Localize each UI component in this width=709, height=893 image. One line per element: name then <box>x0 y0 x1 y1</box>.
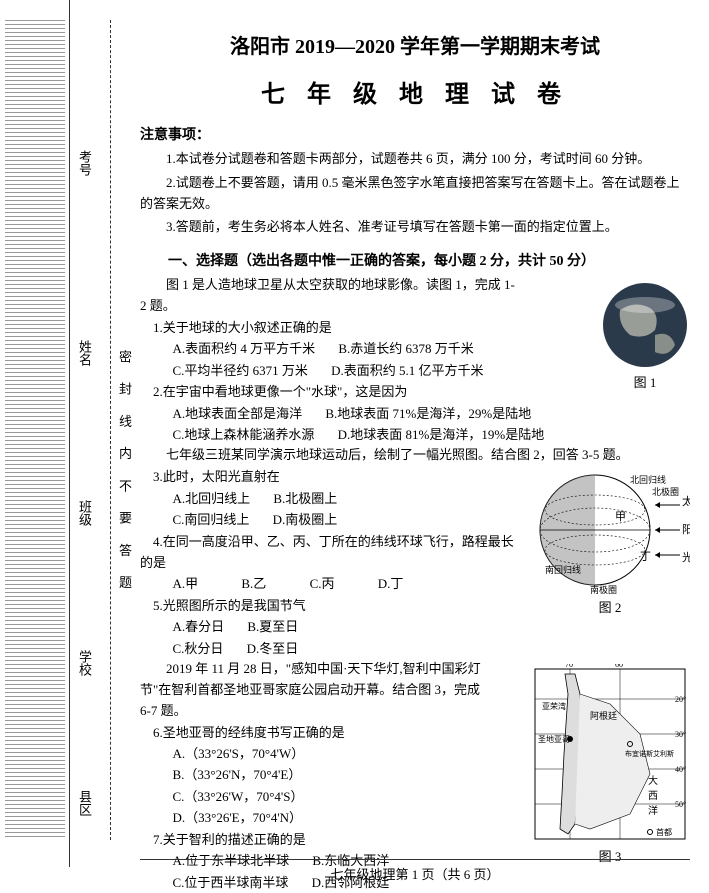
q2-options: A.地球表面全部是海洋 B.地球表面 71%是海洋，29%是陆地 C.地球上森林… <box>140 403 690 446</box>
binding-holes-pattern <box>5 20 65 840</box>
q1-opt-a: A.表面积约 4 万平方千米 <box>173 338 316 359</box>
svg-text:甲: 甲 <box>615 511 626 523</box>
q6-opt-a: A.（33°26'S，70°4'W） <box>173 743 491 764</box>
side-label-school: 学校 <box>75 650 94 676</box>
q4-opt-d: D.丁 <box>378 573 404 594</box>
svg-text:大: 大 <box>648 774 658 787</box>
svg-text:40°: 40° <box>675 765 686 774</box>
q6-options: A.（33°26'S，70°4'W） B.（33°26'N，70°4'E） C.… <box>140 743 490 829</box>
q1-options: A.表面积约 4 万平方千米 B.赤道长约 6378 万千米 C.平均半径约 6… <box>140 338 520 381</box>
q3-5-intro: 七年级三班某同学演示地球运动后，绘制了一幅光照图。结合图 2，回答 3-5 题。 <box>140 445 690 466</box>
q2-opt-a: A.地球表面全部是海洋 <box>173 403 303 424</box>
figure-1-caption: 图 1 <box>600 372 690 391</box>
figure-2-caption: 图 2 <box>530 597 690 616</box>
seal-line-text: 密 封 线 内 不 要 答 题 <box>115 350 134 597</box>
svg-text:太: 太 <box>682 495 690 508</box>
q3-opt-d: D.南极圈上 <box>273 509 338 530</box>
svg-text:北回归线: 北回归线 <box>630 474 666 485</box>
q6-opt-b: B.（33°26'N，70°4'E） <box>173 764 491 785</box>
footer-text: 七年级地理第 1 页（共 6 页） <box>330 867 499 882</box>
seal-dotted-line <box>110 20 111 840</box>
q5-opt-a: A.春分日 <box>173 616 225 637</box>
svg-text:南回归线: 南回归线 <box>545 564 581 575</box>
side-labels-column: 考号 姓名 班级 学校 县区 <box>75 0 105 867</box>
exam-title-sub: 七 年 级 地 理 试 卷 <box>140 74 690 109</box>
q6-opt-d: D.（33°26'E，70°4'N） <box>173 807 491 828</box>
svg-text:丁: 丁 <box>640 551 651 563</box>
svg-text:西: 西 <box>648 791 658 802</box>
q6-stem: 6.圣地亚哥的经纬度书写正确的是 <box>140 722 490 743</box>
q5-opt-b: B.夏至日 <box>247 616 298 637</box>
q1-opt-c: C.平均半径约 6371 万米 <box>173 360 308 381</box>
illumination-diagram-icon: 北回归线 北极圈 甲 南回归线 南极圈 丁 太 阳 光 <box>530 465 690 595</box>
binding-edge <box>0 0 70 867</box>
page-footer: 七年级地理第 1 页（共 6 页） <box>140 859 690 883</box>
figure-1: 图 1 <box>600 280 690 391</box>
svg-text:阿根廷: 阿根廷 <box>590 710 617 721</box>
q5-stem: 5.光照图所示的是我国节气 <box>140 595 520 616</box>
q2-opt-d: D.地球表面 81%是海洋，19%是陆地 <box>338 424 545 445</box>
earth-photo-icon <box>600 280 690 370</box>
q4-opt-b: B.乙 <box>241 573 266 594</box>
q5-options: A.春分日 B.夏至日 C.秋分日 D.冬至日 <box>140 616 520 659</box>
q3-opt-a: A.北回归线上 <box>173 488 251 509</box>
svg-text:阳: 阳 <box>682 523 690 536</box>
svg-text:30°: 30° <box>675 730 686 739</box>
svg-text:南极圈: 南极圈 <box>590 584 617 595</box>
q6-opt-c: C.（33°26'W，70°4'S） <box>173 786 491 807</box>
figure-2: 北回归线 北极圈 甲 南回归线 南极圈 丁 太 阳 光 图 2 <box>530 465 690 616</box>
chile-map-icon: 70° 60° 20° 30° 40° 50° 阿根廷 圣地亚哥 布宜诺斯艾利斯… <box>530 664 690 844</box>
svg-text:北极圈: 北极圈 <box>652 486 679 497</box>
svg-text:布宜诺斯艾利斯: 布宜诺斯艾利斯 <box>625 749 674 758</box>
q2-stem: 2.在宇宙中看地球更像一个"水球"，这是因为 <box>140 381 520 402</box>
page-content: 洛阳市 2019—2020 学年第一学期期末考试 七 年 级 地 理 试 卷 注… <box>140 30 690 893</box>
svg-text:20°: 20° <box>675 695 686 704</box>
notice-header: 注意事项： <box>140 124 690 144</box>
q3-opt-c: C.南回归线上 <box>173 509 250 530</box>
q4-opt-a: A.甲 <box>173 573 199 594</box>
notice-item-3: 3.答题前，考生务必将本人姓名、准考证号填写在答题卡第一面的指定位置上。 <box>140 217 690 238</box>
svg-text:50°: 50° <box>675 800 686 809</box>
exam-title-main: 洛阳市 2019—2020 学年第一学期期末考试 <box>140 30 690 59</box>
q5-opt-c: C.秋分日 <box>173 638 224 659</box>
q1-opt-b: B.赤道长约 6378 万千米 <box>338 338 473 359</box>
q2-opt-b: B.地球表面 71%是海洋，29%是陆地 <box>325 403 531 424</box>
figure-3: 70° 60° 20° 30° 40° 50° 阿根廷 圣地亚哥 布宜诺斯艾利斯… <box>530 664 690 865</box>
side-label-name: 姓名 <box>75 340 94 366</box>
notice-item-1: 1.本试卷分试题卷和答题卡两部分，试题卷共 6 页，满分 100 分，考试时间 … <box>140 149 690 170</box>
side-label-district: 县区 <box>75 790 94 816</box>
side-label-examno: 考号 <box>75 150 94 176</box>
q1-opt-d: D.表面积约 5.1 亿平方千米 <box>331 360 483 381</box>
q1-stem: 1.关于地球的大小叙述正确的是 <box>140 317 520 338</box>
q4-options: A.甲 B.乙 C.丙 D.丁 <box>140 573 520 594</box>
q3-opt-b: B.北极圈上 <box>273 488 337 509</box>
svg-text:光: 光 <box>682 550 690 564</box>
q6-7-intro: 2019 年 11 月 28 日，"感知中国·天下华灯,智利中国彩灯节"在智利首… <box>140 659 490 721</box>
side-label-class: 班级 <box>75 500 94 526</box>
svg-text:洋: 洋 <box>648 804 658 817</box>
q4-opt-c: C.丙 <box>310 573 335 594</box>
q7-stem: 7.关于智利的描述正确的是 <box>140 829 490 850</box>
svg-text:60°: 60° <box>615 664 626 669</box>
svg-text:70°: 70° <box>565 664 576 669</box>
section-1-header: 一、选择题（选出各题中惟一正确的答案，每小题 2 分，共计 50 分） <box>140 250 690 270</box>
q3-options: A.北回归线上 B.北极圈上 C.南回归线上 D.南极圈上 <box>140 488 520 531</box>
svg-text:圣地亚哥: 圣地亚哥 <box>538 734 570 744</box>
svg-text:首都: 首都 <box>656 827 672 837</box>
q2-opt-c: C.地球上森林能涵养水源 <box>173 424 315 445</box>
q4-stem: 4.在同一高度沿甲、乙、丙、丁所在的纬线环球飞行，路程最长的是 <box>140 531 520 574</box>
q3-stem: 3.此时，太阳光直射在 <box>140 466 520 487</box>
q1-2-intro: 图 1 是人造地球卫星从太空获取的地球影像。读图 1，完成 1-2 题。 <box>140 275 520 317</box>
svg-text:亚荣湾: 亚荣湾 <box>542 701 566 711</box>
q5-opt-d: D.冬至日 <box>247 638 299 659</box>
notice-item-2: 2.试题卷上不要答题，请用 0.5 毫米黑色签字水笔直接把答案写在答题卡上。答在… <box>140 173 690 215</box>
